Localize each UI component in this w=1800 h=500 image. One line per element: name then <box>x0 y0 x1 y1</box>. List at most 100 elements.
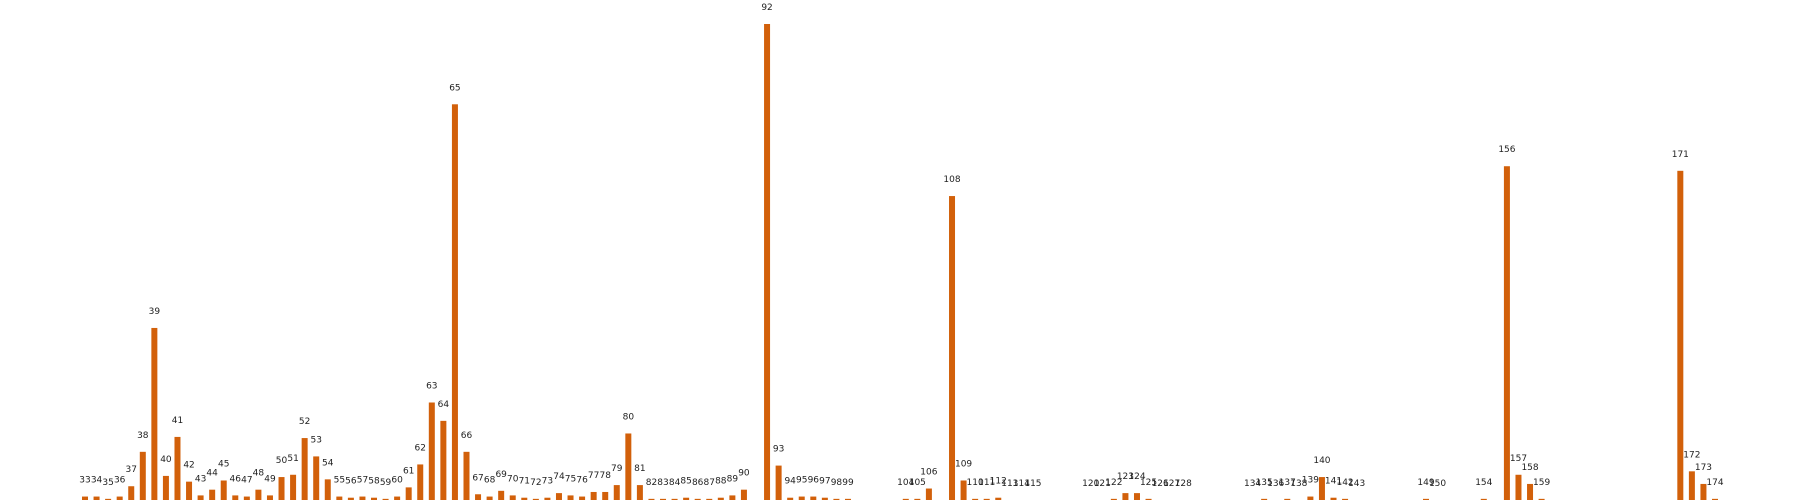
bar-label: 90 <box>738 469 750 479</box>
bar <box>1700 483 1707 500</box>
bar-label: 61 <box>403 466 414 476</box>
bar <box>151 327 158 500</box>
bar-label: 35 <box>102 478 113 488</box>
bar <box>1133 493 1140 500</box>
bar-label: 149 <box>1417 478 1434 488</box>
bar-label: 67 <box>472 473 483 483</box>
bar-label: 122 <box>1105 478 1122 488</box>
bar <box>197 495 204 500</box>
bar-label: 53 <box>310 435 321 445</box>
bar <box>764 24 771 500</box>
bar-label: 92 <box>761 3 772 13</box>
bar-label: 154 <box>1475 478 1492 488</box>
bar-label: 99 <box>842 478 854 488</box>
bar <box>371 497 378 500</box>
bar-label: 126 <box>1152 479 1169 489</box>
bar-label: 114 <box>1013 479 1030 489</box>
bar <box>394 496 401 500</box>
bar <box>1712 498 1718 500</box>
bar-label: 108 <box>943 175 960 185</box>
bar-label: 87 <box>704 478 715 488</box>
bar <box>232 495 239 500</box>
bar <box>636 485 643 500</box>
bar <box>532 498 539 500</box>
bar-label: 139 <box>1302 476 1319 486</box>
bar-label: 112 <box>990 477 1007 487</box>
bar <box>1515 474 1522 500</box>
bar <box>301 438 308 500</box>
bar <box>717 497 724 500</box>
bar-label: 120 <box>1082 479 1099 489</box>
bar <box>798 496 805 500</box>
bar <box>821 497 828 500</box>
bar-label: 111 <box>978 478 995 488</box>
bar <box>694 498 701 500</box>
bar-label: 74 <box>553 472 565 482</box>
bar-label: 39 <box>149 307 161 317</box>
bar-label: 173 <box>1695 463 1712 473</box>
bar <box>324 479 331 500</box>
bar <box>914 498 921 500</box>
bar <box>521 497 528 500</box>
bar <box>648 498 655 500</box>
bar <box>775 465 782 500</box>
bar <box>1677 170 1684 500</box>
bar-label: 156 <box>1498 145 1515 155</box>
bar-label: 95 <box>796 476 807 486</box>
bar <box>555 493 562 500</box>
bar <box>590 491 597 500</box>
bar <box>1527 483 1534 500</box>
bar-label: 109 <box>955 460 972 470</box>
bar-label: 171 <box>1672 150 1689 160</box>
bar-label: 110 <box>967 478 984 488</box>
bar-label: 56 <box>345 477 357 487</box>
bar-label: 60 <box>391 476 403 486</box>
bar-label: 33 <box>79 476 90 486</box>
bar <box>625 433 632 500</box>
bar-label: 106 <box>920 468 937 478</box>
bar-label: 104 <box>897 478 914 488</box>
bar <box>810 496 817 500</box>
bar-label: 115 <box>1024 479 1041 489</box>
bar-label: 83 <box>657 478 668 488</box>
bar-label: 50 <box>276 456 288 466</box>
bar-label: 71 <box>519 477 530 487</box>
bar <box>833 498 840 500</box>
bar <box>1318 477 1325 500</box>
bar <box>706 498 713 500</box>
bar <box>174 436 181 500</box>
bar <box>243 496 250 500</box>
bar <box>336 496 343 500</box>
bar <box>671 498 678 500</box>
bar <box>995 497 1002 500</box>
bar-label: 77 <box>588 471 599 481</box>
bar-label: 137 <box>1279 478 1296 488</box>
bar-label: 123 <box>1117 472 1134 482</box>
bar-label: 76 <box>576 476 588 486</box>
bar <box>1284 498 1291 500</box>
bar <box>1503 166 1510 500</box>
bar <box>82 496 88 500</box>
bar-label: 172 <box>1683 450 1700 460</box>
bar <box>1480 498 1487 500</box>
bar <box>186 481 193 500</box>
bar <box>290 474 297 500</box>
bar <box>740 489 747 500</box>
bar-label: 174 <box>1706 478 1723 488</box>
bar-label: 157 <box>1510 454 1527 464</box>
bar <box>683 497 690 500</box>
bar <box>1330 497 1337 500</box>
bar-label: 75 <box>565 474 576 484</box>
bar-label: 113 <box>1001 479 1018 489</box>
bar-label: 98 <box>831 478 843 488</box>
bar-label: 105 <box>909 478 926 488</box>
bar <box>1307 496 1314 500</box>
bar-label: 124 <box>1128 472 1145 482</box>
bar <box>116 496 123 500</box>
bar-label: 70 <box>507 474 519 484</box>
bar-label: 44 <box>206 469 218 479</box>
bar-label: 41 <box>172 416 183 426</box>
bar-label: 54 <box>322 458 334 468</box>
bar-label: 88 <box>715 477 727 487</box>
bar <box>579 496 586 500</box>
